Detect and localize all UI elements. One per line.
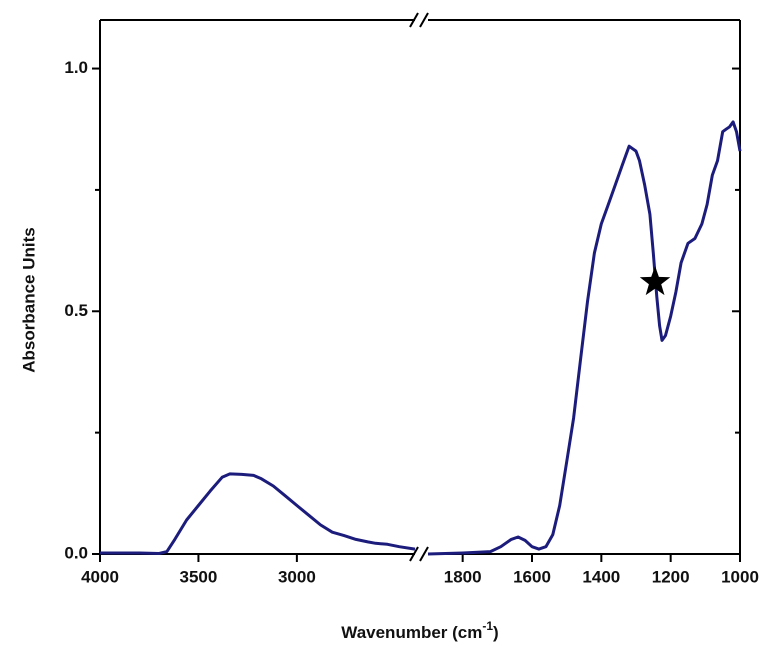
x-tick-label: 1000 (721, 567, 759, 586)
x-tick-label: 1200 (652, 567, 690, 586)
break-mark (419, 546, 429, 562)
x-axis-label-end: ) (493, 623, 499, 642)
axis-break (409, 12, 429, 562)
x-tick-label: 1600 (513, 567, 551, 586)
star-marker (639, 266, 671, 296)
x-axis-label-sup: -1 (482, 619, 493, 633)
x-tick-label: 1800 (444, 567, 482, 586)
x-tick-label: 3500 (180, 567, 218, 586)
y-tick-label: 1.0 (64, 58, 88, 77)
x-axis-label: Wavenumber (cm-1) (341, 619, 498, 642)
spectrum-line (427, 120, 742, 556)
y-tick-label: 0.0 (64, 543, 88, 562)
x-tick-label: 4000 (81, 567, 119, 586)
y-axis-label: Absorbance Units (19, 227, 38, 372)
spectrum-line (100, 472, 416, 555)
x-tick-label: 3000 (278, 567, 316, 586)
x-tick-label: 1400 (582, 567, 620, 586)
break-mark (419, 12, 429, 28)
x-axis-label-main: Wavenumber (cm (341, 623, 482, 642)
y-tick-label: 0.5 (64, 301, 88, 320)
